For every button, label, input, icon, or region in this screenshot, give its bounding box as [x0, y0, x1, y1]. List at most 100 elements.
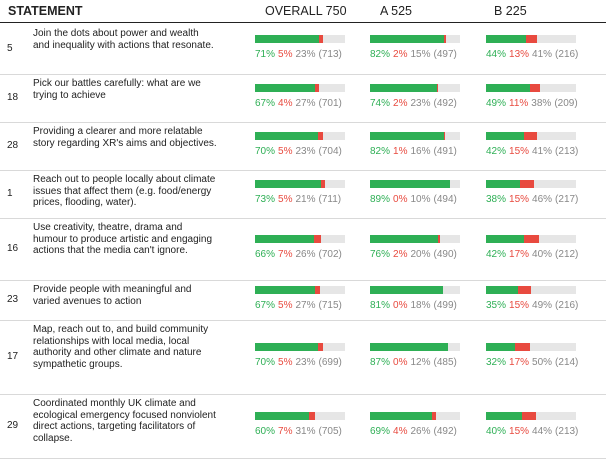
agree-percent: 67% [255, 300, 276, 311]
agree-percent: 60% [255, 426, 276, 437]
statement-number: 23 [7, 294, 19, 305]
vote-bar [255, 35, 345, 43]
disagree-percent: 0% [393, 194, 408, 205]
disagree-bar-segment [514, 343, 531, 351]
agree-bar-segment [370, 35, 444, 43]
vote-percentages: 66% 7% 26% (702) [255, 249, 342, 260]
disagree-bar-segment [530, 84, 540, 92]
disagree-bar-segment [314, 235, 321, 243]
disagree-percent: 4% [278, 98, 293, 109]
agree-bar-segment [255, 132, 318, 140]
vote-count: (705) [318, 426, 342, 437]
vote-count: (492) [433, 426, 457, 437]
vote-count: (713) [318, 49, 342, 60]
vote-count: (699) [318, 357, 342, 368]
agree-percent: 44% [486, 49, 507, 60]
agree-percent: 82% [370, 146, 391, 157]
disagree-percent: 2% [393, 249, 408, 260]
disagree-percent: 15% [509, 146, 530, 157]
vote-percentages: 69% 4% 26% (492) [370, 426, 457, 437]
vote-count: (212) [555, 249, 579, 260]
vote-bar [486, 84, 576, 92]
pass-percent: 23% [295, 49, 316, 60]
column-header-overall: OVERALL 750 [265, 4, 347, 18]
agree-bar-segment [370, 132, 444, 140]
pass-percent: 44% [532, 426, 553, 437]
agree-bar-segment [486, 180, 521, 188]
disagree-percent: 5% [278, 300, 293, 311]
vote-percentages: 60% 7% 31% (705) [255, 426, 342, 437]
pass-percent: 46% [532, 194, 553, 205]
vote-bar [255, 132, 345, 140]
pass-percent: 41% [532, 49, 553, 60]
disagree-percent: 5% [278, 194, 293, 205]
vote-percentages: 71% 5% 23% (713) [255, 49, 342, 60]
disagree-percent: 0% [393, 357, 408, 368]
pass-percent: 16% [410, 146, 431, 157]
agree-bar-segment [486, 343, 515, 351]
vote-count: (216) [555, 300, 579, 311]
statement-text: Coordinated monthly UK climate and ecolo… [33, 398, 216, 444]
statement-number: 29 [7, 420, 19, 431]
agree-percent: 40% [486, 426, 507, 437]
disagree-percent: 0% [393, 300, 408, 311]
vote-percentages: 42% 15% 41% (213) [486, 146, 578, 157]
agree-bar-segment [370, 343, 449, 351]
agree-bar-segment [255, 286, 316, 294]
vote-percentages: 73% 5% 21% (711) [255, 194, 341, 205]
agree-percent: 76% [370, 249, 391, 260]
agree-bar-segment [486, 235, 524, 243]
vote-bar [370, 132, 460, 140]
vote-bar [370, 84, 460, 92]
agree-bar-segment [370, 286, 443, 294]
vote-bar [486, 180, 576, 188]
agree-percent: 35% [486, 300, 507, 311]
table-row: 1 Reach out to people locally about clima… [0, 170, 606, 219]
pass-percent: 23% [410, 98, 431, 109]
vote-count: (491) [433, 146, 457, 157]
disagree-percent: 15% [509, 426, 530, 437]
agree-percent: 38% [486, 194, 507, 205]
vote-percentages: 44% 13% 41% (216) [486, 49, 578, 60]
vote-percentages: 76% 2% 20% (490) [370, 249, 457, 260]
agree-percent: 70% [255, 146, 276, 157]
disagree-bar-segment [315, 286, 320, 294]
agree-bar-segment [255, 235, 315, 243]
pass-percent: 23% [295, 357, 316, 368]
disagree-bar-segment [320, 180, 326, 188]
pass-percent: 26% [410, 426, 431, 437]
vote-percentages: 40% 15% 44% (213) [486, 426, 578, 437]
agree-percent: 73% [255, 194, 276, 205]
statement-number: 1 [7, 188, 13, 199]
agree-percent: 89% [370, 194, 391, 205]
disagree-percent: 15% [509, 194, 530, 205]
vote-bar [486, 343, 576, 351]
disagree-bar-segment [436, 84, 439, 92]
statement-text: Reach out to people locally about climat… [33, 174, 216, 209]
agree-bar-segment [370, 84, 437, 92]
pass-percent: 23% [295, 146, 316, 157]
vote-bar [255, 286, 345, 294]
disagree-bar-segment [318, 35, 324, 43]
statement-text: Join the dots about power and wealth and… [33, 28, 214, 51]
statement-number: 5 [7, 43, 13, 54]
disagree-percent: 17% [509, 249, 530, 260]
agree-bar-segment [255, 84, 316, 92]
vote-percentages: 74% 2% 23% (492) [370, 98, 457, 109]
pass-percent: 20% [410, 249, 431, 260]
agree-bar-segment [486, 132, 524, 140]
disagree-percent: 17% [509, 357, 530, 368]
agree-percent: 42% [486, 146, 507, 157]
agree-percent: 71% [255, 49, 276, 60]
statement-text: Use creativity, theatre, drama and humou… [33, 222, 213, 257]
table-row: 5 Join the dots about power and wealth an… [0, 24, 606, 75]
vote-bar [486, 35, 576, 43]
pass-percent: 12% [410, 357, 431, 368]
vote-count: (702) [318, 249, 342, 260]
vote-bar [370, 180, 460, 188]
agree-bar-segment [370, 180, 451, 188]
statement-number: 18 [7, 92, 19, 103]
pass-percent: 49% [532, 300, 553, 311]
vote-count: (485) [433, 357, 457, 368]
disagree-bar-segment [443, 35, 446, 43]
